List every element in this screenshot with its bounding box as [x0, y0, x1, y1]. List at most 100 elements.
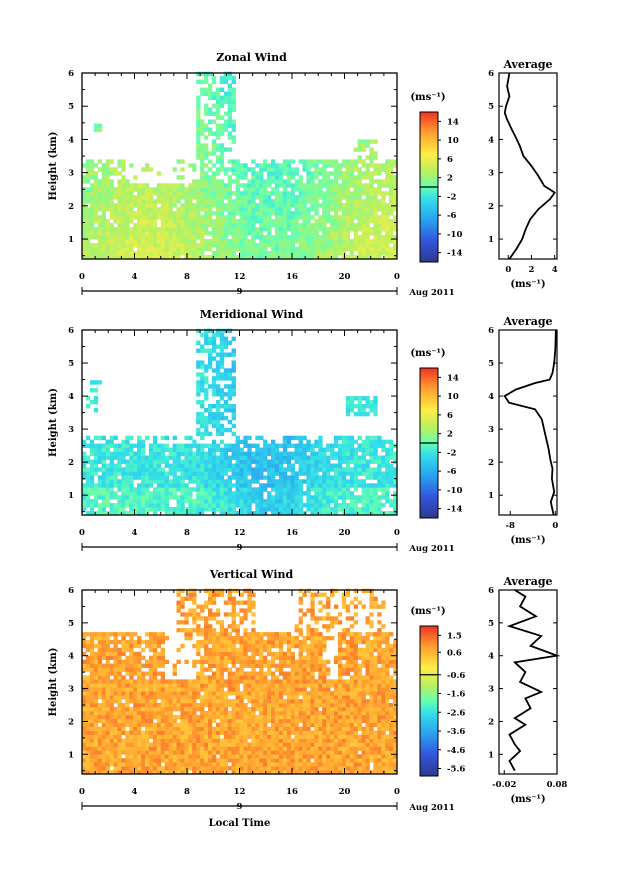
- heatmap-cell: [369, 243, 374, 248]
- heatmap-cell: [306, 239, 311, 244]
- heatmap-cell: [294, 251, 299, 256]
- heatmap-cell: [121, 199, 126, 204]
- heatmap-cell: [282, 499, 288, 504]
- heatmap-cell: [231, 219, 236, 224]
- heatmap-cell: [133, 722, 138, 727]
- heatmap-cell: [121, 247, 126, 252]
- heatmap-cell: [85, 503, 91, 508]
- heatmap-cell: [215, 663, 221, 668]
- heatmap-cell: [381, 179, 386, 184]
- heatmap-cell: [357, 243, 362, 248]
- heatmap-cell: [219, 487, 225, 492]
- heatmap-cell: [369, 475, 374, 480]
- heatmap-cell: [192, 227, 197, 232]
- heatmap-cell: [227, 376, 232, 381]
- heatmap-cell: [180, 475, 185, 480]
- heatmap-cell: [200, 235, 205, 240]
- heatmap-cell: [215, 487, 221, 492]
- heatmap-cell: [208, 683, 213, 688]
- heatmap-cell: [200, 495, 205, 500]
- heatmap-cell: [164, 243, 169, 248]
- heatmap-cell: [188, 738, 193, 743]
- heatmap-cell: [85, 750, 91, 755]
- heatmap-cell: [125, 439, 130, 445]
- heatmap-cell: [204, 348, 209, 353]
- heatmap-cell: [93, 235, 99, 240]
- heatmap-cell: [180, 451, 185, 456]
- heatmap-cell: [188, 683, 193, 688]
- heatmap-cell: [101, 714, 106, 720]
- heatmap-cell: [251, 207, 256, 212]
- heatmap-cell: [251, 459, 256, 464]
- heatmap-cell: [109, 459, 114, 464]
- heatmap-cell: [298, 215, 303, 220]
- heatmap-cell: [160, 687, 165, 692]
- heatmap-cell: [373, 151, 378, 156]
- heatmap-cell: [137, 203, 142, 208]
- heatmap-cell: [145, 467, 150, 472]
- heatmap-cell: [168, 687, 173, 692]
- heatmap-cell: [93, 718, 99, 724]
- heatmap-cell: [156, 507, 162, 512]
- heatmap-cell: [341, 471, 347, 476]
- heatmap-cell: [235, 195, 240, 200]
- heatmap-cell: [219, 75, 225, 81]
- heatmap-cell: [365, 191, 370, 196]
- heatmap-cell: [180, 231, 185, 236]
- heatmap-cell: [125, 746, 130, 751]
- heatmap-cell: [259, 187, 264, 192]
- heatmap-cell: [223, 707, 229, 712]
- heatmap-cell: [219, 103, 225, 108]
- heatmap-cell: [219, 239, 225, 244]
- heatmap-cell: [208, 231, 213, 236]
- heatmap-cell: [141, 439, 146, 445]
- heatmap-cell: [109, 215, 114, 220]
- heatmap-cell: [204, 364, 209, 369]
- heatmap-cell: [101, 243, 106, 248]
- heatmap-cell: [137, 691, 142, 696]
- heatmap-cell: [385, 487, 390, 492]
- heatmap-cell: [282, 247, 288, 252]
- heatmap-cell: [215, 408, 221, 413]
- heatmap-cell: [223, 647, 229, 653]
- heatmap-cell: [129, 215, 134, 220]
- heatmap-cell: [282, 203, 288, 208]
- heatmap-cell: [357, 139, 362, 144]
- heatmap-cell: [176, 247, 181, 252]
- heatmap-cell: [101, 734, 106, 739]
- heatmap-cell: [381, 443, 386, 448]
- heatmap-cell: [223, 95, 229, 100]
- heatmap-cell: [196, 632, 201, 637]
- heatmap-cell: [278, 443, 284, 448]
- heatmap-cell: [345, 487, 351, 492]
- heatmap-cell: [219, 683, 225, 688]
- heatmap-cell: [227, 659, 232, 664]
- heatmap-cell: [184, 691, 189, 696]
- heatmap-cell: [231, 336, 236, 341]
- heatmap-cell: [109, 471, 114, 476]
- heatmap-cell: [211, 467, 217, 472]
- heatmap-cell: [357, 507, 362, 512]
- heatmap-cell: [231, 376, 236, 381]
- heatmap-cell: [188, 636, 193, 641]
- heatmap-cell: [196, 419, 201, 425]
- heatmap-cell: [345, 231, 351, 236]
- heatmap-cell: [113, 479, 118, 484]
- heatmap-cell: [255, 507, 260, 512]
- heatmap-cell: [231, 463, 236, 468]
- heatmap-cell: [337, 491, 343, 496]
- heatmap-cell: [180, 239, 185, 244]
- heatmap-cell: [223, 372, 229, 377]
- heatmap-cell: [231, 231, 236, 236]
- heatmap-cell: [196, 443, 201, 448]
- heatmap-cell: [357, 195, 362, 200]
- heatmap-cell: [105, 726, 110, 731]
- heatmap-cell: [286, 183, 292, 188]
- heatmap-cell: [349, 507, 355, 512]
- heatmap-cell: [145, 231, 150, 236]
- heatmap-cell: [85, 663, 91, 668]
- heatmap-cell: [369, 239, 374, 244]
- heatmap-cell: [294, 211, 299, 216]
- heatmap-cell: [133, 758, 138, 763]
- heatmap-cell: [180, 203, 185, 208]
